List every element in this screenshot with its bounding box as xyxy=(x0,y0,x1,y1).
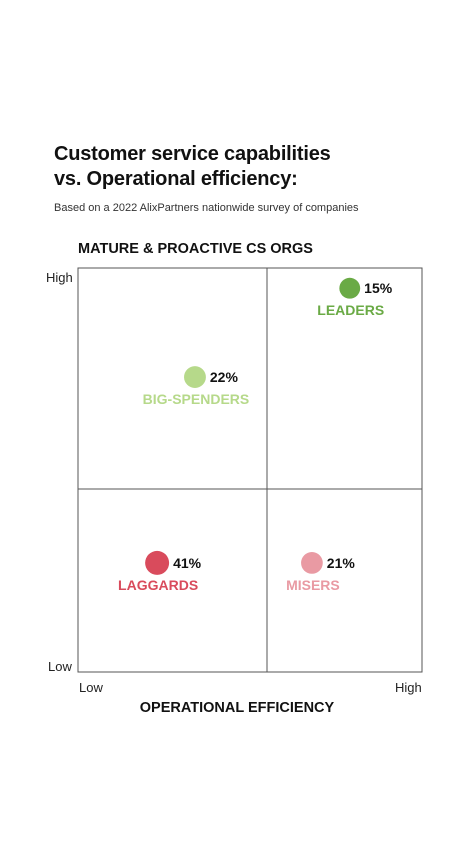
chart-title-line-2: vs. Operational efficiency: xyxy=(54,168,298,190)
segment-label-laggards: LAGGARDS xyxy=(118,577,198,593)
value-label-misers: 21% xyxy=(327,555,356,571)
x-tick-high: High xyxy=(395,680,422,695)
point-laggards xyxy=(145,550,170,575)
x-tick-low: Low xyxy=(79,680,103,695)
chart-subtitle: Based on a 2022 AlixPartners nationwide … xyxy=(54,202,359,214)
value-label-laggards: 41% xyxy=(173,555,202,571)
point-leaders xyxy=(339,277,361,299)
y-tick-low: Low xyxy=(48,659,72,674)
y-axis-title: MATURE & PROACTIVE CS ORGS xyxy=(78,241,313,257)
segment-label-leaders: LEADERS xyxy=(317,302,384,318)
chart-title-line-1: Customer service capabilities xyxy=(54,143,331,165)
point-misers xyxy=(301,552,323,574)
segment-label-misers: MISERS xyxy=(286,577,340,593)
x-axis-title: OPERATIONAL EFFICIENCY xyxy=(139,700,335,716)
plot-frame xyxy=(77,267,423,673)
value-label-big-spenders: 22% xyxy=(210,369,239,385)
point-big-spenders xyxy=(184,366,206,389)
value-label-leaders: 15% xyxy=(364,280,393,296)
segment-label-big-spenders: BIG-SPENDERS xyxy=(143,391,250,407)
y-tick-high: High xyxy=(46,270,73,285)
chart-title: Customer service capabilities vs. Operat… xyxy=(54,142,454,192)
